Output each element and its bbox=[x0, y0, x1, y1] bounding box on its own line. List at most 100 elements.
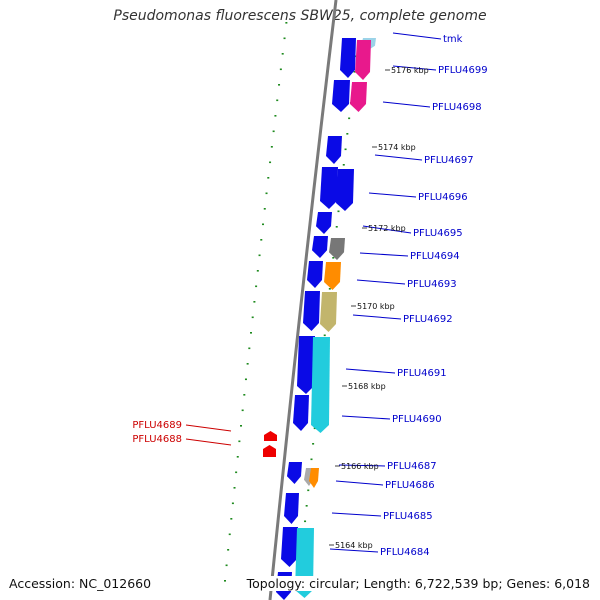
gene-arrow bbox=[332, 80, 350, 112]
outer-tick bbox=[240, 425, 243, 427]
accession-text: Accession: NC_012660 bbox=[9, 576, 152, 591]
outer-tick bbox=[235, 471, 238, 474]
map-title: Pseudomonas fluorescens SBW25, complete … bbox=[113, 8, 487, 24]
kbp-label: 5170 kbp bbox=[357, 302, 395, 311]
gene-leader-line bbox=[335, 480, 384, 486]
gene-arrow bbox=[284, 493, 299, 524]
kbp-label: 5172 kbp bbox=[368, 224, 406, 233]
gene-arrow bbox=[303, 291, 320, 331]
outer-tick bbox=[228, 533, 231, 536]
kbp-label: 5166 kbp bbox=[341, 462, 379, 471]
kbp-label: 5164 kbp bbox=[335, 541, 373, 550]
gene-arrow bbox=[320, 167, 338, 209]
outer-tick bbox=[283, 37, 286, 40]
gene-arrow bbox=[350, 82, 367, 112]
gene-leader-line bbox=[374, 154, 423, 161]
gene-leader-line bbox=[382, 101, 431, 108]
gene-label: PFLU4689 bbox=[132, 420, 182, 431]
gene-arrow bbox=[324, 262, 341, 290]
outer-tick bbox=[227, 549, 230, 551]
inner-tick bbox=[348, 117, 351, 120]
outer-tick bbox=[262, 223, 265, 226]
gene-arrow bbox=[281, 527, 298, 567]
kbp-label: 5174 kbp bbox=[378, 143, 416, 152]
gene-arrow bbox=[336, 169, 354, 211]
outer-tick bbox=[276, 99, 279, 102]
outer-tick bbox=[255, 285, 258, 288]
inner-tick bbox=[313, 427, 316, 430]
gene-label: PFLU4698 bbox=[432, 102, 482, 113]
gene-arrow bbox=[320, 292, 337, 332]
outer-tick bbox=[263, 208, 266, 210]
gene-arrow bbox=[329, 238, 345, 260]
outer-tick bbox=[231, 502, 234, 505]
outer-tick bbox=[253, 301, 256, 303]
gene-arrow bbox=[340, 38, 356, 78]
outer-tick bbox=[272, 130, 275, 133]
gene-arrow bbox=[307, 261, 323, 288]
inner-tick bbox=[323, 334, 326, 337]
outer-tick bbox=[281, 53, 284, 55]
gene-leader-line bbox=[341, 415, 391, 420]
outer-tick bbox=[274, 115, 277, 117]
gene-label: PFLU4685 bbox=[383, 511, 433, 522]
outer-tick bbox=[265, 192, 268, 195]
outer-tick bbox=[279, 68, 282, 71]
gene-leader-line bbox=[392, 32, 442, 40]
gene-label: PFLU4697 bbox=[424, 155, 474, 166]
gene-label: PFLU4684 bbox=[380, 547, 430, 558]
gene-arrow bbox=[355, 40, 371, 80]
gene-leader-line bbox=[356, 279, 406, 285]
outer-tick bbox=[249, 332, 252, 334]
inner-tick bbox=[353, 71, 356, 73]
inner-tick bbox=[342, 164, 345, 166]
outer-tick bbox=[244, 378, 247, 381]
kbp-label: 5168 kbp bbox=[348, 382, 386, 391]
inner-tick bbox=[312, 443, 315, 445]
outer-tick bbox=[251, 316, 254, 319]
outer-tick bbox=[236, 456, 239, 458]
inner-tick bbox=[344, 148, 347, 151]
outer-tick bbox=[230, 518, 233, 520]
gene-label: PFLU4692 bbox=[403, 314, 453, 325]
gene-leader-line bbox=[345, 368, 396, 374]
gene-arrow bbox=[311, 337, 330, 433]
gene-leader-line bbox=[338, 464, 386, 467]
inner-tick bbox=[335, 226, 338, 228]
outer-tick bbox=[246, 363, 249, 365]
outer-tick bbox=[270, 146, 273, 148]
reverse-gene-arrow bbox=[264, 431, 277, 441]
gene-leader-line bbox=[185, 424, 232, 432]
gene-label: PFLU4687 bbox=[387, 461, 437, 472]
gene-label: PFLU4694 bbox=[410, 251, 460, 262]
outer-tick bbox=[241, 409, 244, 412]
gene-arrow bbox=[297, 336, 315, 394]
gene-leader-line bbox=[392, 65, 437, 71]
genome-backbone bbox=[268, 0, 338, 600]
gene-label: PFLU4696 bbox=[418, 192, 468, 203]
gene-label: PFLU4695 bbox=[413, 228, 463, 239]
inner-tick bbox=[310, 458, 313, 461]
outer-tick bbox=[233, 487, 236, 489]
gene-leader-line bbox=[185, 438, 232, 446]
outer-tick bbox=[267, 177, 270, 179]
outer-tick bbox=[243, 394, 246, 396]
gene-arrow bbox=[293, 395, 309, 431]
outer-tick bbox=[285, 22, 288, 24]
gene-label: PFLU4688 bbox=[132, 434, 182, 445]
outer-tick bbox=[256, 270, 259, 272]
inner-tick bbox=[307, 489, 310, 492]
outer-tick bbox=[238, 440, 241, 443]
gene-arrow bbox=[287, 462, 302, 484]
gene-leader-line bbox=[352, 314, 402, 320]
gene-label: PFLU4686 bbox=[385, 480, 435, 491]
gene-label: PFLU4691 bbox=[397, 368, 447, 379]
reverse-gene-arrow bbox=[263, 445, 276, 457]
outer-tick bbox=[225, 564, 228, 567]
gene-leader-line bbox=[359, 252, 409, 257]
gene-leader-line bbox=[331, 512, 382, 517]
gene-arrow bbox=[316, 212, 332, 234]
gene-label: tmk bbox=[443, 34, 463, 45]
gene-arrow bbox=[309, 468, 319, 488]
